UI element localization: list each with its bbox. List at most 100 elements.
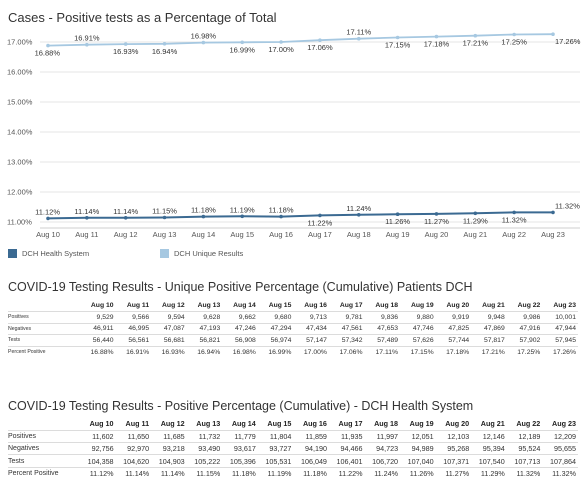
table-cell: 11,804 — [257, 429, 294, 443]
data-label: 16.94% — [152, 47, 178, 56]
table-cell: 104,358 — [80, 454, 116, 468]
table-cell: 105,531 — [257, 454, 294, 468]
data-point[interactable] — [123, 42, 128, 46]
data-point[interactable] — [240, 214, 245, 219]
data-label: 11.32% — [555, 201, 580, 210]
legend-item-health[interactable]: DCH Health System — [8, 249, 89, 258]
table-cell: 16.88% — [80, 345, 116, 358]
table-cell: 105,396 — [222, 454, 258, 468]
y-tick-label: 17.00% — [7, 38, 33, 47]
data-point[interactable] — [201, 40, 206, 45]
row-label: Tests — [8, 334, 80, 346]
data-point[interactable] — [279, 214, 283, 219]
table-cell: 9,919 — [435, 311, 472, 323]
data-point[interactable] — [318, 38, 322, 42]
column-header: Aug 14 — [231, 419, 256, 429]
row-label: Negatives — [8, 442, 80, 455]
table-cell: 11.18% — [222, 466, 258, 480]
data-label: 11.14% — [74, 207, 99, 216]
table-cell: 47,916 — [506, 322, 543, 335]
data-label: 11.32% — [502, 215, 527, 224]
table-cell: 17.21% — [471, 345, 507, 358]
data-point[interactable] — [512, 32, 516, 37]
table-cell: 16.94% — [186, 345, 223, 358]
data-point[interactable] — [473, 33, 478, 38]
row-label: Positives — [8, 311, 80, 323]
table1-title: COVID-19 Testing Results - Unique Positi… — [8, 280, 473, 294]
table-cell: 104,903 — [151, 454, 187, 468]
table-row: Negatives 46,911 46,995 47,087 47,193 47,246 4… — [8, 322, 578, 335]
data-point[interactable] — [356, 213, 361, 217]
table-cell: 11.14% — [115, 466, 152, 480]
data-point[interactable] — [240, 40, 245, 45]
column-header: Aug 17 — [338, 419, 363, 429]
x-tick-label: Aug 13 — [153, 230, 177, 239]
data-point[interactable] — [551, 32, 555, 36]
x-tick-label: Aug 19 — [386, 230, 410, 239]
data-point[interactable] — [473, 211, 478, 216]
column-header: Aug 16 — [304, 302, 327, 309]
x-tick-label: Aug 17 — [308, 230, 332, 239]
data-label: 17.26% — [555, 37, 581, 46]
data-point[interactable] — [395, 35, 400, 40]
table-cell: 11.29% — [471, 466, 507, 480]
table-cell: 105,222 — [186, 454, 223, 468]
table-cell: 107,371 — [435, 454, 472, 468]
table-row: Tests 56,440 56,561 56,681 56,821 56,908 56,97… — [8, 334, 578, 346]
data-label: 17.18% — [424, 40, 450, 49]
column-header: Aug 10 — [89, 419, 114, 429]
table-cell: 9,948 — [471, 311, 507, 323]
data-point[interactable] — [162, 215, 167, 220]
series-line-health — [47, 211, 553, 220]
table-cell: 12,209 — [542, 429, 578, 443]
y-tick-label: 11.00% — [7, 218, 32, 227]
table-cell: 106,049 — [293, 454, 329, 468]
table-cell: 12,051 — [400, 429, 436, 443]
table-cell: 11.18% — [293, 466, 329, 480]
data-point[interactable] — [279, 40, 283, 44]
data-label: 16.91% — [74, 34, 100, 43]
data-point[interactable] — [85, 42, 89, 47]
column-header: Aug 13 — [197, 302, 221, 309]
data-label: 17.15% — [385, 41, 411, 50]
data-point[interactable] — [85, 216, 89, 220]
table-cell: 16.93% — [151, 345, 187, 358]
data-point[interactable] — [356, 36, 361, 41]
column-header: Aug 22 — [516, 419, 541, 429]
table-cell: 10,001 — [542, 311, 578, 323]
data-point[interactable] — [551, 210, 555, 215]
series-line-unique — [47, 33, 554, 47]
data-point[interactable] — [434, 34, 439, 39]
column-header: Aug 10 — [90, 302, 114, 309]
x-tick-label: Aug 22 — [502, 230, 526, 239]
y-tick-label: 14.00% — [7, 128, 33, 137]
data-label: 11.27% — [424, 217, 449, 226]
table-row: Positives 9,529 9,566 9,594 9,628 9,662 9,680 9… — [8, 311, 578, 323]
data-label: 17.25% — [501, 38, 527, 47]
data-point[interactable] — [46, 43, 50, 48]
table2-title: COVID-19 Testing Results - Positive Perc… — [8, 399, 474, 413]
x-tick-label: Aug 15 — [230, 230, 254, 239]
chart-title: Cases - Positive tests as a Percentage o… — [8, 10, 277, 25]
table-cell: 17.15% — [400, 345, 436, 358]
legend-item-unique[interactable]: DCH Unique Results — [160, 249, 243, 258]
data-point[interactable] — [512, 210, 516, 215]
table-cell: 56,440 — [80, 334, 116, 346]
table-cell: 93,617 — [222, 442, 258, 455]
table-cell: 57,744 — [435, 334, 472, 346]
data-label: 11.12% — [35, 207, 60, 216]
table-cell: 107,040 — [400, 454, 436, 468]
data-point[interactable] — [46, 216, 50, 221]
table-cell: 11.15% — [186, 466, 223, 480]
table-cell: 46,911 — [80, 322, 116, 335]
data-point[interactable] — [123, 216, 128, 220]
data-point[interactable] — [318, 213, 322, 218]
data-point[interactable] — [434, 212, 439, 216]
data-point[interactable] — [162, 42, 167, 46]
table2: Aug 10 Aug 11 Aug 12 Aug 13 Aug 14 Aug 15 Aug … — [8, 418, 578, 480]
x-tick-label: Aug 10 — [36, 230, 60, 239]
table-cell: 93,218 — [151, 442, 187, 455]
column-header: Aug 20 — [445, 419, 470, 429]
data-point[interactable] — [395, 212, 400, 216]
data-point[interactable] — [201, 214, 206, 219]
